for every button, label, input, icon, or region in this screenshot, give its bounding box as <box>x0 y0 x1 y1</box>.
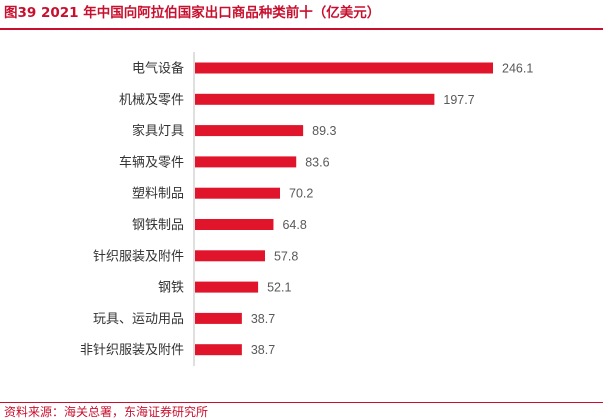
value-label: 70.2 <box>289 187 313 201</box>
bar <box>195 125 304 137</box>
bar-chart: 电气设备 246.1 机械及零件 197.7 家具灯具 89.3 车辆及零件 83.6 塑料制品… <box>80 52 533 366</box>
category-label: 家具灯具 <box>132 123 184 139</box>
bar <box>195 250 265 262</box>
source-divider <box>0 402 603 403</box>
bar <box>195 62 493 74</box>
value-label: 246.1 <box>502 62 533 76</box>
bar <box>195 156 297 168</box>
bar <box>195 281 259 293</box>
category-label: 钢铁 <box>158 281 184 296</box>
value-label: 89.3 <box>312 124 336 138</box>
value-label: 64.8 <box>282 218 306 232</box>
category-label: 塑料制品 <box>132 187 184 202</box>
title-divider <box>0 28 603 30</box>
category-label: 针织服装及附件 <box>93 249 184 264</box>
category-label: 车辆及零件 <box>119 154 184 170</box>
value-label: 38.7 <box>251 312 275 326</box>
bar <box>195 187 281 199</box>
category-label: 非针织服装及附件 <box>80 343 184 358</box>
bar <box>195 93 435 105</box>
value-label: 38.7 <box>251 343 275 357</box>
category-label: 钢铁制品 <box>132 218 184 233</box>
category-label: 机械及零件 <box>119 93 184 108</box>
source-note: 资料来源：海关总署，东海证券研究所 <box>4 405 209 419</box>
figure-title: 图39 2021 年中国向阿拉伯国家出口商品种类前十（亿美元） <box>4 5 381 21</box>
category-label: 电气设备 <box>132 61 184 77</box>
bars-group: 电气设备 246.1 机械及零件 197.7 家具灯具 89.3 车辆及零件 83.6 塑料制品… <box>80 61 533 359</box>
value-label: 197.7 <box>443 93 474 107</box>
value-label: 57.8 <box>274 249 298 263</box>
bar <box>195 219 274 230</box>
value-label: 83.6 <box>305 155 329 169</box>
bar <box>195 312 242 324</box>
category-label: 玩具、运动用品 <box>93 312 184 327</box>
value-label: 52.1 <box>267 281 291 295</box>
bar <box>195 344 242 356</box>
